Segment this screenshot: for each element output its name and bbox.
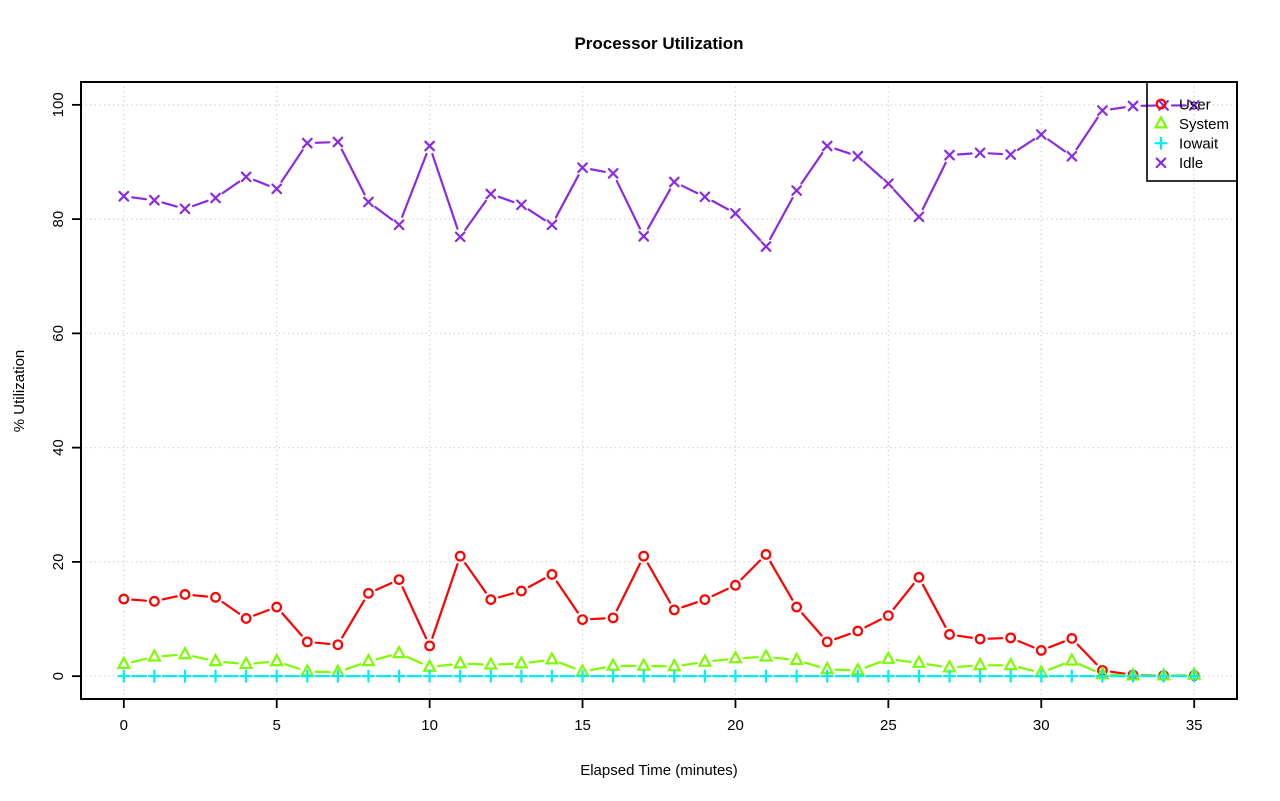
series-user xyxy=(118,549,1200,681)
legend-label-iowait: Iowait xyxy=(1179,136,1219,153)
svg-text:40: 40 xyxy=(50,439,67,456)
gridlines xyxy=(81,82,1237,699)
legend-marker-user xyxy=(1155,98,1167,110)
svg-text:20: 20 xyxy=(50,554,67,571)
svg-text:80: 80 xyxy=(50,211,67,228)
svg-text:25: 25 xyxy=(880,717,897,734)
y-tick-labels: 0 20 40 60 80 100 xyxy=(50,92,67,680)
svg-text:60: 60 xyxy=(50,325,67,342)
axis-ticks xyxy=(72,103,1196,708)
x-tick-labels: 0 5 10 15 20 25 30 35 xyxy=(120,717,1203,734)
legend-label-user: User xyxy=(1179,96,1211,113)
svg-text:5: 5 xyxy=(273,717,281,734)
plot-border xyxy=(80,81,1238,700)
svg-text:30: 30 xyxy=(1033,717,1050,734)
svg-text:100: 100 xyxy=(50,92,67,117)
legend-marker-system xyxy=(1153,115,1169,129)
legend-marker-idle xyxy=(1155,157,1167,169)
svg-text:35: 35 xyxy=(1186,717,1203,734)
series-iowait xyxy=(117,669,1201,683)
y-axis-label: % Utilization xyxy=(11,350,28,433)
svg-text:15: 15 xyxy=(574,717,591,734)
legend-marker-iowait xyxy=(1154,136,1168,150)
x-axis-label: Elapsed Time (minutes) xyxy=(580,762,738,779)
legend-label-idle: Idle xyxy=(1179,155,1203,172)
legend: User System Iowait Idle xyxy=(1146,81,1238,182)
legend-label-system: System xyxy=(1179,116,1229,133)
svg-text:0: 0 xyxy=(120,717,128,734)
chart-title: Processor Utilization xyxy=(574,34,743,53)
svg-text:20: 20 xyxy=(727,717,744,734)
series-idle xyxy=(118,100,1200,252)
svg-text:10: 10 xyxy=(421,717,438,734)
svg-text:0: 0 xyxy=(50,672,67,680)
legend-box xyxy=(1146,81,1238,182)
